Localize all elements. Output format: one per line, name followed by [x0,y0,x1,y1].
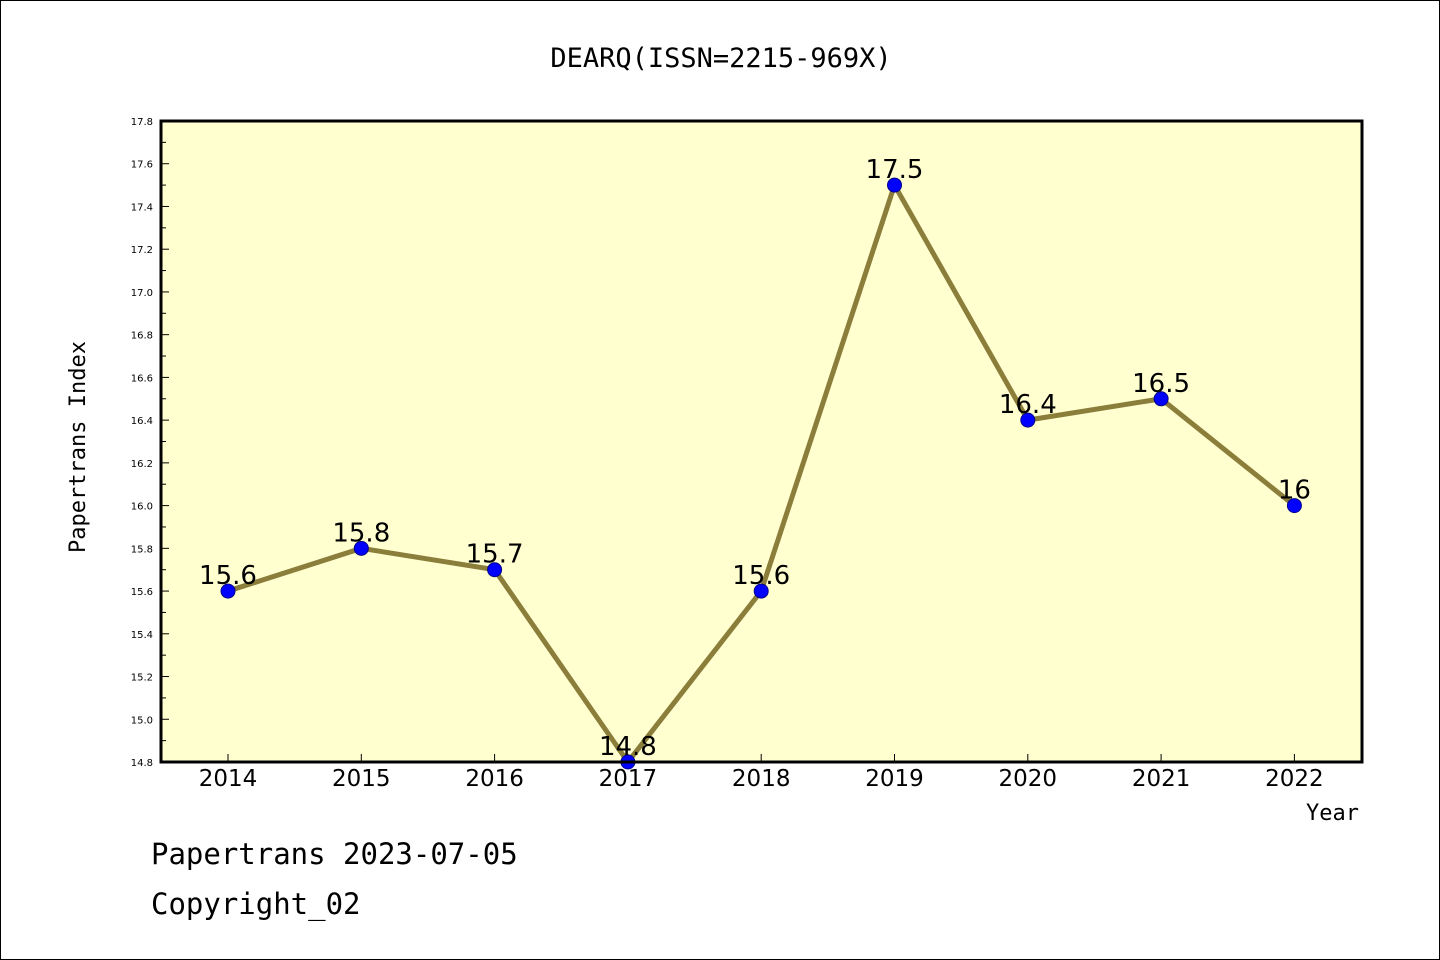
chart-title: DEARQ(ISSN=2215-969X) [550,43,891,74]
data-labels: 15.6 15.8 15.7 14.8 15.6 17.5 16.4 16.5 16 [199,155,1311,762]
plot-frame [159,119,1364,764]
y-tick-label: 16.0 [131,502,153,513]
x-tick-label: 2017 [599,766,658,792]
data-value-label: 15.7 [466,540,524,570]
x-tick-label: 2022 [1265,766,1324,792]
y-tick-label: 15.6 [131,587,153,598]
data-value-label: 15.6 [199,561,257,591]
data-value-label: 16.5 [1132,369,1190,399]
data-value-label: 17.5 [866,155,924,185]
y-axis-label: Papertrans Index [66,341,91,553]
y-tick-label: 15.8 [131,544,153,555]
y-tick-label: 17.6 [131,160,153,171]
y-tick-label: 17.0 [131,288,153,299]
data-point-marker [1020,412,1036,428]
data-value-label: 15.8 [332,518,390,548]
footer-date-text: Papertrans 2023-07-05 [151,837,518,871]
y-tick-label: 17.4 [131,202,153,213]
y-tick-label: 15.2 [131,673,153,684]
plot-area [161,121,1362,762]
y-tick-label: 17.8 [131,117,153,128]
data-point-marker [353,540,369,556]
y-tick-label: 16.8 [131,331,153,342]
y-tick-label: 16.2 [131,459,153,470]
data-point-marker [753,583,769,599]
y-tick-label: 17.2 [131,245,153,256]
x-axis-label: Year [1306,801,1359,826]
data-point-marker [487,562,503,578]
y-tick-label: 16.6 [131,373,153,384]
data-value-label: 16 [1278,476,1311,506]
x-axis: 2014 2015 2016 2017 2018 2019 2020 2021 2022 [199,754,1324,792]
x-tick-label: 2021 [1132,766,1191,792]
y-tick-label: 15.0 [131,715,153,726]
data-value-label: 15.6 [732,561,790,591]
footer-copyright-text: Copyright_02 [151,887,361,921]
data-value-label: 14.8 [599,732,657,762]
y-tick-label: 15.4 [131,630,153,641]
x-tick-label: 2018 [732,766,791,792]
data-points [220,177,1302,770]
data-value-label: 16.4 [999,390,1057,420]
data-point-marker [887,177,902,193]
y-axis: 14.8 15.0 15.2 15.4 15.6 15.8 16.0 16.2 16.4 16.6… [131,117,169,769]
x-tick-label: 2020 [999,766,1058,792]
x-tick-label: 2016 [465,766,524,792]
data-point-marker [1286,498,1302,514]
x-tick-label: 2019 [865,766,924,792]
data-point-marker [1153,391,1169,407]
data-point-marker [220,583,236,599]
y-tick-label: 14.8 [131,758,153,769]
x-tick-label: 2014 [199,766,258,792]
y-tick-label: 16.4 [131,416,153,427]
x-tick-label: 2015 [332,766,391,792]
